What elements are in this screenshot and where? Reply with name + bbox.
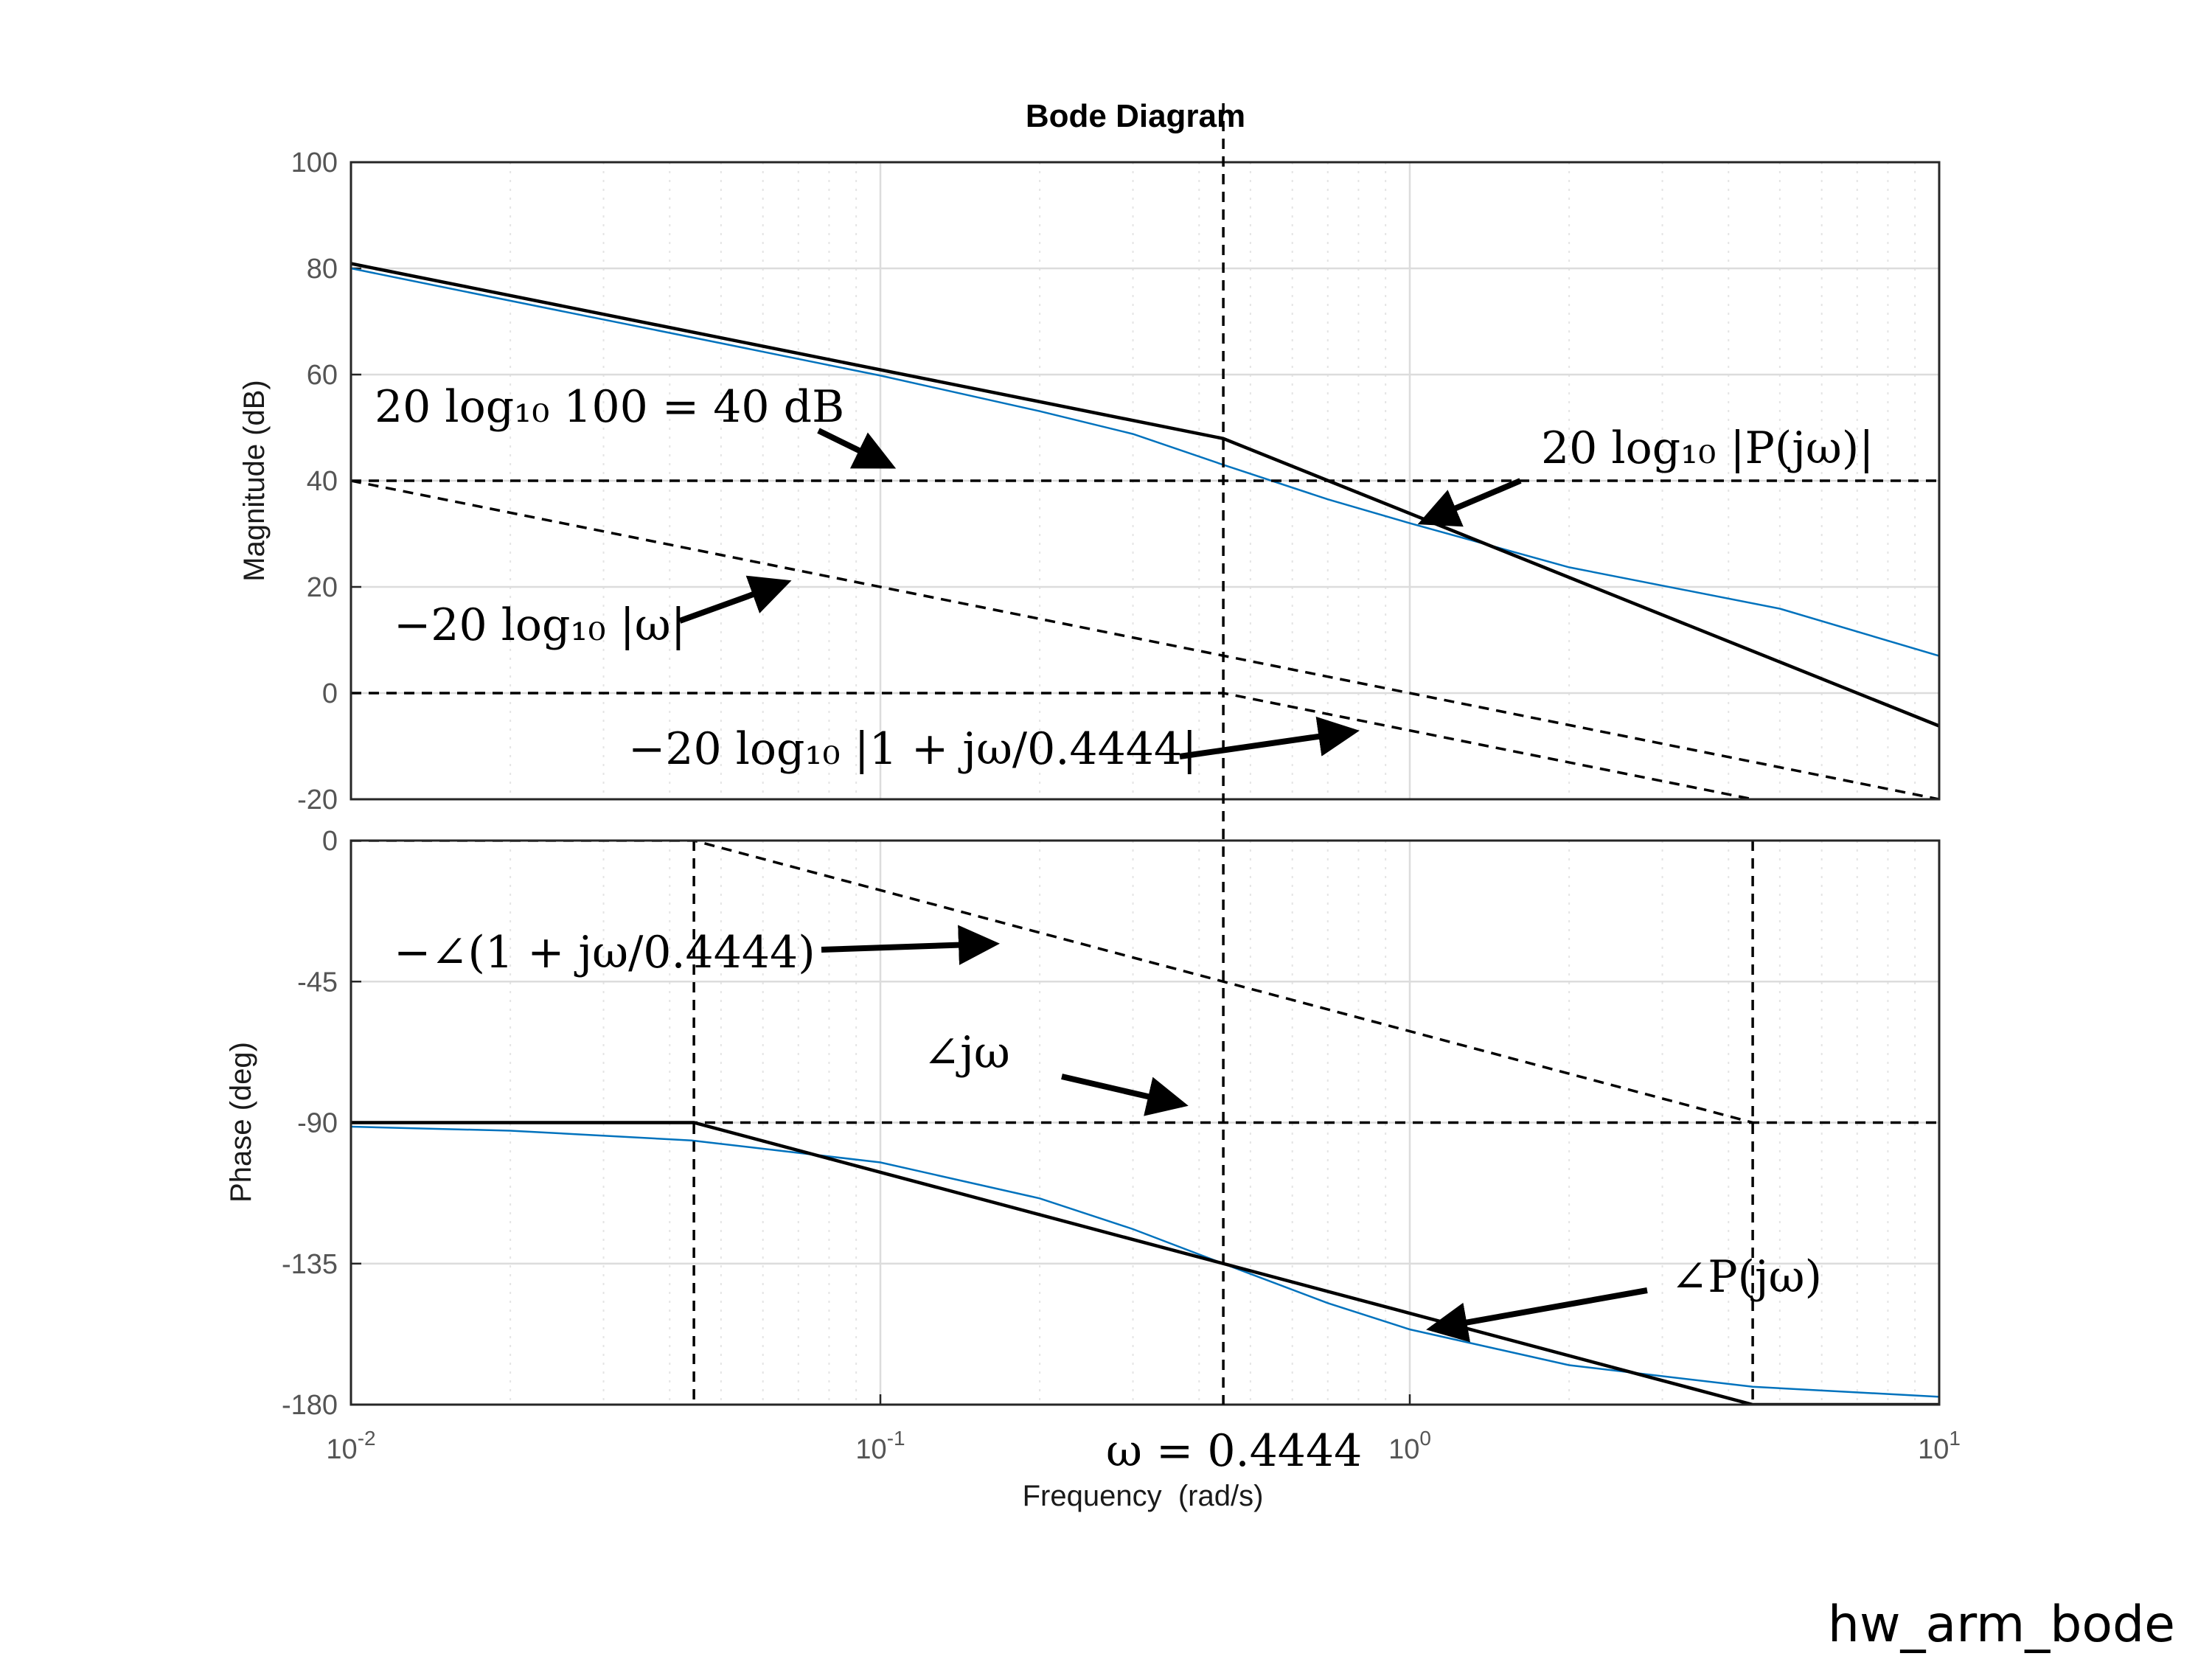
x-tick-base: 10 [855, 1434, 886, 1465]
annotation-pole-phase-arrow [821, 925, 1000, 965]
chart-title: Bode Diagram [1026, 98, 1245, 134]
annotation-pole-phase: −∠(1 + jω/0.4444) [394, 927, 815, 978]
annotation-plant-phase-arrow [1426, 1287, 1648, 1343]
phase-y-ticks: 0 -45 -90 -135 -180 [282, 826, 361, 1421]
annotation-corner-frequency: ω = 0.4444 [1106, 1425, 1362, 1477]
annotation-pole-magnitude-arrow [1179, 716, 1360, 759]
annotation-plant-phase: ∠P(jω) [1671, 1251, 1822, 1303]
x-tick-base: 10 [1918, 1434, 1949, 1465]
phase-panel: 0 -45 -90 -135 -180 Phase (deg) [225, 826, 1941, 1421]
y-tick-label: 40 [307, 466, 338, 497]
x-tick-exponent: 0 [1419, 1427, 1431, 1450]
annotation-gain-arrow [817, 428, 897, 469]
annotation-plant-magnitude-arrow [1417, 478, 1522, 527]
y-tick-label: -45 [297, 967, 338, 998]
annotation-gain: 20 log₁₀ 100 = 40 dB [375, 381, 844, 433]
magnitude-y-ticks: 100 80 60 40 20 0 -20 [291, 147, 361, 815]
footer-label: hw_arm_bode [1828, 1596, 2175, 1654]
annotation-pole-magnitude: −20 log₁₀ |1 + jω/0.4444| [628, 723, 1197, 775]
y-tick-label: 60 [307, 360, 338, 391]
x-tick-labels: 10-2 10-1 100 101 [326, 1394, 1961, 1465]
annotation-plant-magnitude: 20 log₁₀ |P(jω)| [1541, 422, 1874, 474]
annotation-integrator-magnitude-arrow [678, 575, 792, 624]
annotation-integrator-magnitude: −20 log₁₀ |ω| [394, 599, 686, 651]
magnitude-series-solid-black [351, 262, 1939, 728]
x-tick-label: 101 [1918, 1427, 1961, 1465]
x-tick-exponent: 1 [1949, 1427, 1961, 1450]
x-tick-label: 100 [1388, 1427, 1431, 1465]
x-axis-label: Frequency (rad/s) [1023, 1480, 1264, 1512]
phase-axes-frame [349, 839, 1941, 1406]
magnitude-panel: 100 80 60 40 20 0 -20 Magnitude (dB) [238, 147, 1941, 815]
y-tick-label: 0 [322, 678, 338, 709]
y-tick-label: -135 [282, 1249, 338, 1280]
x-tick-base: 10 [326, 1434, 357, 1465]
annotation-integrator-phase: ∠jω [923, 1027, 1010, 1079]
x-tick-exponent: -1 [887, 1427, 905, 1450]
phase-axis-label: Phase (deg) [225, 1042, 257, 1203]
y-tick-label: -180 [282, 1390, 338, 1421]
y-tick-label: 100 [291, 147, 338, 178]
magnitude-series-dashed [351, 479, 1939, 799]
x-tick-exponent: -2 [358, 1427, 376, 1450]
annotation-integrator-phase-arrow [1061, 1074, 1189, 1116]
y-tick-label: -90 [297, 1108, 338, 1139]
annotations: 20 log₁₀ 100 = 40 dB 20 log₁₀ |P(jω)| −2… [375, 381, 1874, 1477]
x-tick-label: 10-1 [855, 1427, 905, 1465]
y-tick-label: 80 [307, 254, 338, 285]
y-tick-label: 0 [322, 826, 338, 857]
y-tick-label: 20 [307, 572, 338, 603]
magnitude-series-blue [351, 267, 1939, 657]
magnitude-axes-frame [349, 161, 1941, 801]
y-tick-label: -20 [297, 785, 338, 815]
phase-series-blue [351, 1125, 1939, 1398]
magnitude-axis-label: Magnitude (dB) [238, 380, 271, 581]
x-tick-base: 10 [1388, 1434, 1419, 1465]
x-tick-label: 10-2 [326, 1427, 375, 1465]
